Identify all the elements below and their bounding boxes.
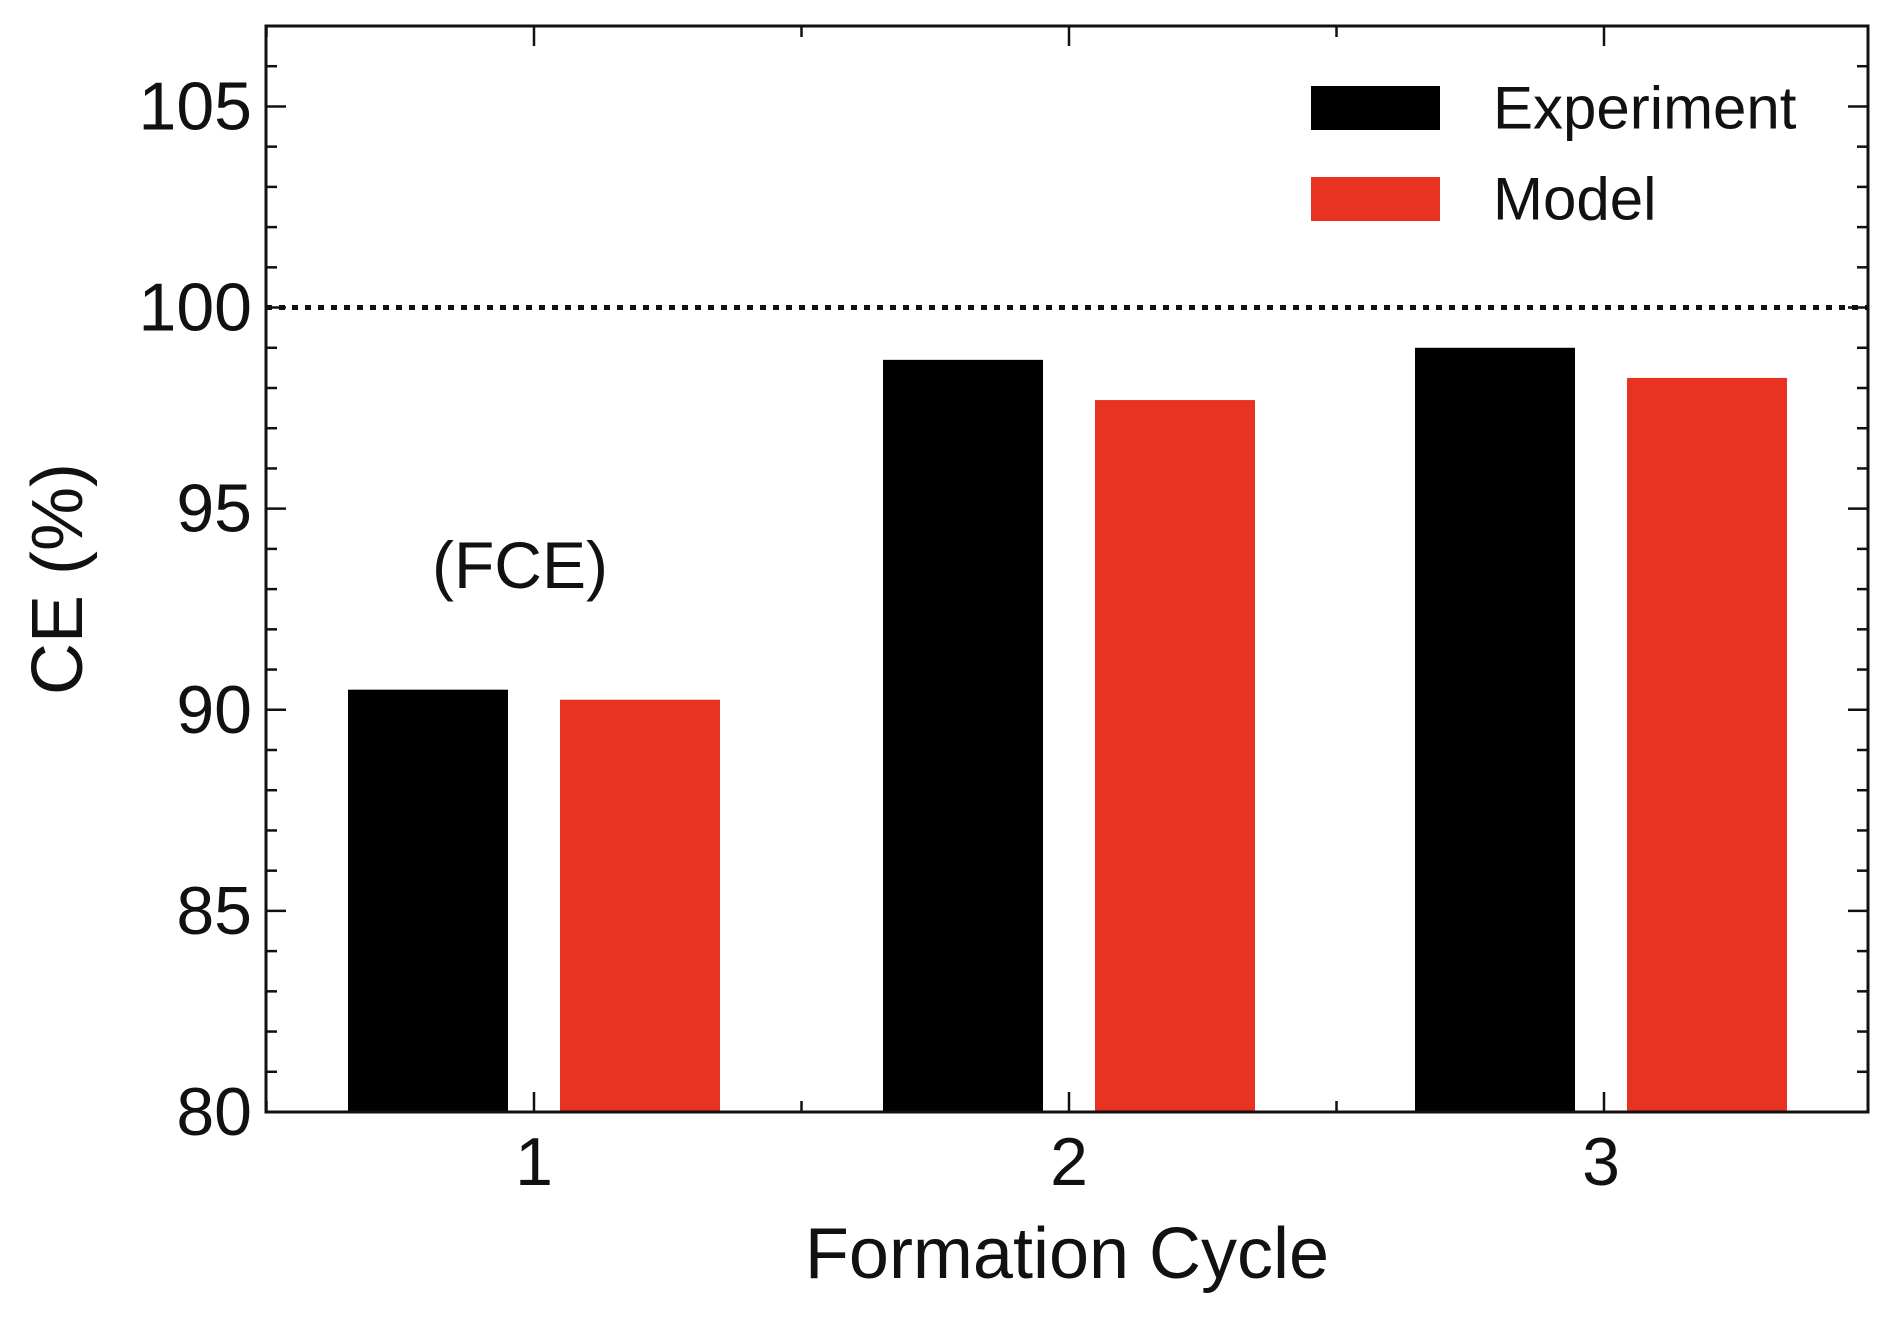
- bar-experiment-cycle-2: [883, 359, 1043, 1112]
- annotation-fce: (FCE): [432, 528, 608, 602]
- x-tick-label-1: 1: [515, 1124, 553, 1200]
- bars-layer: [348, 347, 1787, 1113]
- y-tick-label-90: 90: [176, 672, 252, 748]
- legend-label-model: Model: [1493, 166, 1656, 233]
- legend-label-experiment: Experiment: [1493, 75, 1797, 142]
- bar-experiment-cycle-1: [348, 689, 508, 1112]
- legend: Experiment Model: [1311, 75, 1797, 233]
- y-tick-label-105: 105: [139, 68, 252, 144]
- legend-swatch-model: [1311, 177, 1440, 221]
- bar-model-cycle-2: [1095, 400, 1255, 1113]
- y-tick-label-80: 80: [176, 1074, 252, 1150]
- y-tick-label-85: 85: [176, 873, 252, 949]
- legend-swatch-experiment: [1311, 86, 1440, 130]
- y-axis-title: CE (%): [18, 463, 98, 695]
- bar-experiment-cycle-3: [1415, 347, 1575, 1112]
- x-tick-label-3: 3: [1582, 1124, 1620, 1200]
- ticks-layer: [265, 24, 1868, 1114]
- y-tick-label-95: 95: [176, 471, 252, 547]
- bar-model-cycle-1: [560, 699, 720, 1112]
- x-tick-label-2: 2: [1050, 1124, 1088, 1200]
- bar-model-cycle-3: [1627, 377, 1787, 1112]
- x-axis-title: Formation Cycle: [805, 1214, 1329, 1294]
- labels-layer: 80 85 90 95 100 105 1 2 3 (FCE): [139, 68, 1620, 1200]
- plot-frame: [264, 24, 1870, 1114]
- y-tick-label-100: 100: [139, 270, 252, 346]
